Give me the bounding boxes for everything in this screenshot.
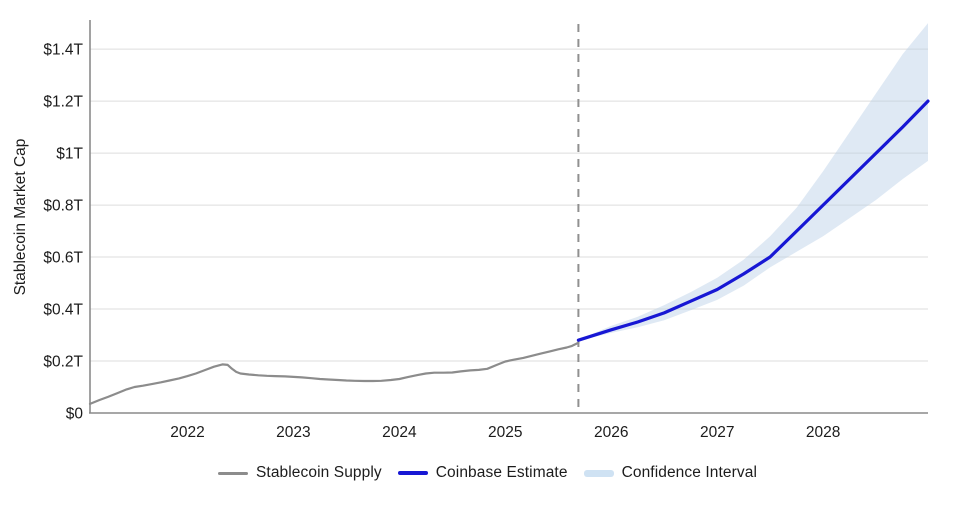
y-tick-label: $0: [66, 406, 84, 423]
gray-line-swatch-icon: [217, 471, 248, 475]
y-tick-label: $0.2T: [43, 354, 83, 371]
legend-label: Coinbase Estimate: [435, 464, 568, 481]
y-tick-label: $0.4T: [43, 302, 83, 319]
legend-item-coinbase-estimate: Coinbase Estimate: [397, 464, 568, 482]
y-tick-label: $1.2T: [43, 94, 83, 111]
stablecoin-supply-line: [88, 341, 580, 405]
legend-label: Confidence Interval: [621, 464, 758, 481]
x-tick-label: 2028: [806, 424, 840, 441]
x-tick-label: 2023: [276, 424, 310, 441]
y-tick-label: $0.8T: [43, 198, 83, 215]
confidence-interval-band: [578, 23, 928, 341]
blue-line-swatch-icon: [397, 471, 428, 475]
chart-legend: Stablecoin Supply Coinbase Estimate Conf…: [0, 452, 975, 482]
x-tick-label: 2025: [488, 424, 522, 441]
legend-item-stablecoin-supply: Stablecoin Supply: [217, 464, 382, 482]
confidence-band-swatch-icon: [583, 469, 614, 477]
chart-plot-area: $0 $0.2T $0.4T $0.6T $0.8T $1T $1.2T $1.4T 2022 2…: [12, 20, 930, 441]
legend-label: Stablecoin Supply: [255, 464, 382, 481]
y-axis-title: Stablecoin Market Cap: [12, 139, 29, 296]
x-tick-label: 2024: [382, 424, 417, 441]
x-tick-label: 2022: [170, 424, 204, 441]
y-tick-label: $0.6T: [43, 250, 83, 267]
y-tick-label: $1.4T: [43, 42, 83, 59]
y-tick-label: $1T: [56, 146, 83, 163]
x-tick-label: 2026: [594, 424, 628, 441]
x-tick-label: 2027: [700, 424, 734, 441]
legend-item-confidence-interval: Confidence Interval: [583, 464, 758, 482]
coinbase-estimate-line: [576, 99, 930, 342]
